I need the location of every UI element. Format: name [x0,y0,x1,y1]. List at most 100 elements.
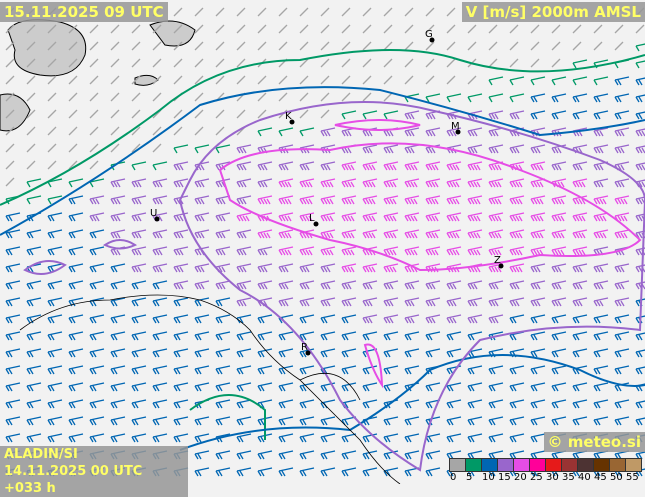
wind-barb [488,314,504,324]
wind-barb [152,195,168,205]
wind-barb [341,92,351,102]
wind-barb [488,365,504,375]
wind-barb [530,433,546,443]
wind-barb [593,93,609,103]
wind-barb [131,263,147,273]
wind-barb [5,297,21,307]
wind-barb [551,280,567,290]
wind-barb [614,263,630,273]
copyright: © meteo.si [543,432,645,452]
wind-barb [320,7,330,17]
wind-barb [26,195,42,205]
wind-barb [68,92,78,102]
legend-tick: 5 [466,472,473,483]
wind-barb [68,24,78,34]
init-time: 14.11.2025 00 UTC +033 h [4,464,143,496]
wind-barb [110,143,120,153]
wind-barb [257,109,267,119]
wind-barb [488,280,504,290]
wind-barb [593,416,609,426]
wind-barb [257,297,273,307]
wind-barb [593,178,609,188]
wind-barb [425,450,441,460]
wind-barb [215,467,231,477]
wind-barb [404,229,420,239]
wind-barb [593,348,609,358]
wind-barb [278,399,294,409]
wind-barb [5,41,15,51]
wind-barb [215,331,231,341]
wind-barb [173,263,189,273]
wind-barb [362,212,378,222]
wind-barb [5,212,21,222]
model-name: ALADIN/SI [4,447,78,462]
wind-barb [488,433,504,443]
wind-barb [26,143,36,153]
wind-barb [530,58,540,68]
wind-barb [131,58,141,68]
wind-barb [320,75,330,85]
wind-barb [194,280,210,290]
wind-barb [383,75,393,85]
wind-barb [320,41,330,51]
legend-swatches [449,458,642,472]
wind-barb [530,229,546,239]
wind-barb [110,416,126,426]
wind-barb [257,41,267,51]
wind-barb [551,58,561,68]
wind-barb [131,229,147,239]
wind-barb [488,399,504,409]
wind-barb [320,433,336,443]
wind-barb [236,144,252,154]
isotach-5 [0,49,645,206]
wind-barb [593,314,609,324]
wind-barb [26,178,42,188]
wind-barb [215,75,225,85]
wind-barb [614,76,630,86]
wind-barb [173,161,189,171]
wind-barb [152,92,162,102]
wind-barb [572,314,588,324]
wind-barb [299,365,315,375]
wind-barb [320,467,336,477]
wind-barb [635,366,645,375]
wind-barb [236,58,246,68]
wind-barb [446,161,462,171]
wind-barb [404,75,414,85]
wind-barb [593,212,609,222]
wind-barb [47,416,63,426]
city-marker [313,221,319,227]
wind-barb [467,365,483,375]
wind-barb [635,281,645,290]
wind-barb [299,161,315,171]
wind-barb [635,111,645,120]
wind-barb [572,297,588,307]
wind-barb [299,263,315,273]
wind-barb [68,348,84,358]
wind-barb [110,75,120,85]
wind-barb [152,314,168,324]
wind-barb [89,229,105,239]
wind-barb [404,144,420,154]
wind-barb [257,229,273,239]
legend-tick: 30 [546,472,559,483]
wind-barb [194,212,210,222]
wind-barb [320,229,336,239]
wind-barb [509,365,525,375]
wind-barb [89,280,105,290]
wind-barb [236,41,246,51]
wind-barb [215,212,231,222]
wind-barb [5,177,15,187]
wind-barb [299,433,315,443]
wind-barb [341,24,351,34]
wind-barb [47,41,57,51]
wind-barb [488,297,504,307]
wind-barb [299,297,315,307]
city-label: K [285,111,292,122]
wind-barb [110,195,126,205]
legend-swatch [609,458,626,472]
wind-barb [614,297,630,307]
wind-barb [215,195,231,205]
wind-barb [236,109,246,119]
wind-barb [173,58,183,68]
